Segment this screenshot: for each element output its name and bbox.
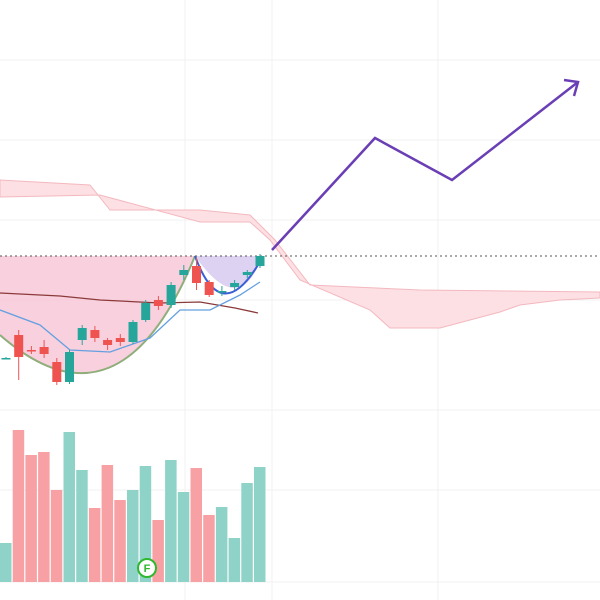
pattern-curve bbox=[194, 255, 263, 295]
candle-body bbox=[242, 272, 252, 275]
volume-bar bbox=[0, 543, 12, 582]
candle-body bbox=[77, 328, 87, 340]
volume-bar bbox=[203, 515, 215, 582]
volume bbox=[0, 430, 266, 582]
marker-circle bbox=[137, 558, 157, 578]
volume-bar bbox=[50, 490, 63, 582]
candle-body bbox=[39, 347, 49, 354]
candle-body bbox=[179, 270, 189, 275]
volume-bar bbox=[12, 430, 25, 582]
volume-bar bbox=[190, 468, 202, 582]
volume-bar bbox=[25, 455, 37, 582]
volume-bar bbox=[152, 520, 164, 582]
candle-body bbox=[103, 340, 113, 345]
volume-bar bbox=[76, 470, 88, 582]
candle-body bbox=[14, 335, 24, 357]
candle-body bbox=[26, 350, 36, 352]
candle-body bbox=[230, 283, 240, 287]
forecast-arrowhead bbox=[563, 78, 580, 97]
candles bbox=[1, 254, 265, 385]
volume-bar bbox=[38, 452, 50, 582]
candle-body bbox=[128, 322, 138, 342]
volume-bar bbox=[241, 483, 253, 582]
candle-body bbox=[204, 282, 214, 295]
candle-body bbox=[141, 303, 151, 320]
volume-bar bbox=[127, 490, 139, 582]
marker-label: F bbox=[144, 563, 151, 575]
forecast-line bbox=[271, 81, 579, 251]
candle-body bbox=[255, 256, 265, 266]
candle-body bbox=[192, 266, 201, 283]
volume-bar bbox=[88, 508, 101, 582]
candle-body bbox=[90, 330, 100, 338]
candle-body bbox=[115, 338, 125, 342]
volume-bar bbox=[177, 492, 190, 582]
volume-bar bbox=[215, 507, 228, 582]
volume-bar bbox=[254, 467, 266, 582]
moving-average bbox=[0, 281, 261, 353]
pattern-area bbox=[195, 256, 262, 288]
candle-body bbox=[1, 358, 11, 360]
pattern-area bbox=[0, 256, 195, 374]
volume-bar bbox=[101, 465, 114, 582]
volume-bar bbox=[63, 432, 75, 582]
candle-body bbox=[52, 362, 62, 382]
volume-bar bbox=[114, 500, 126, 582]
candle-body bbox=[153, 300, 163, 306]
candle-body bbox=[217, 291, 227, 293]
candle-body bbox=[166, 285, 176, 305]
volume-bar bbox=[228, 538, 241, 582]
volume-bar bbox=[139, 466, 152, 582]
cloud bbox=[0, 179, 600, 329]
volume-bar bbox=[165, 460, 177, 582]
candle-body bbox=[65, 352, 74, 382]
